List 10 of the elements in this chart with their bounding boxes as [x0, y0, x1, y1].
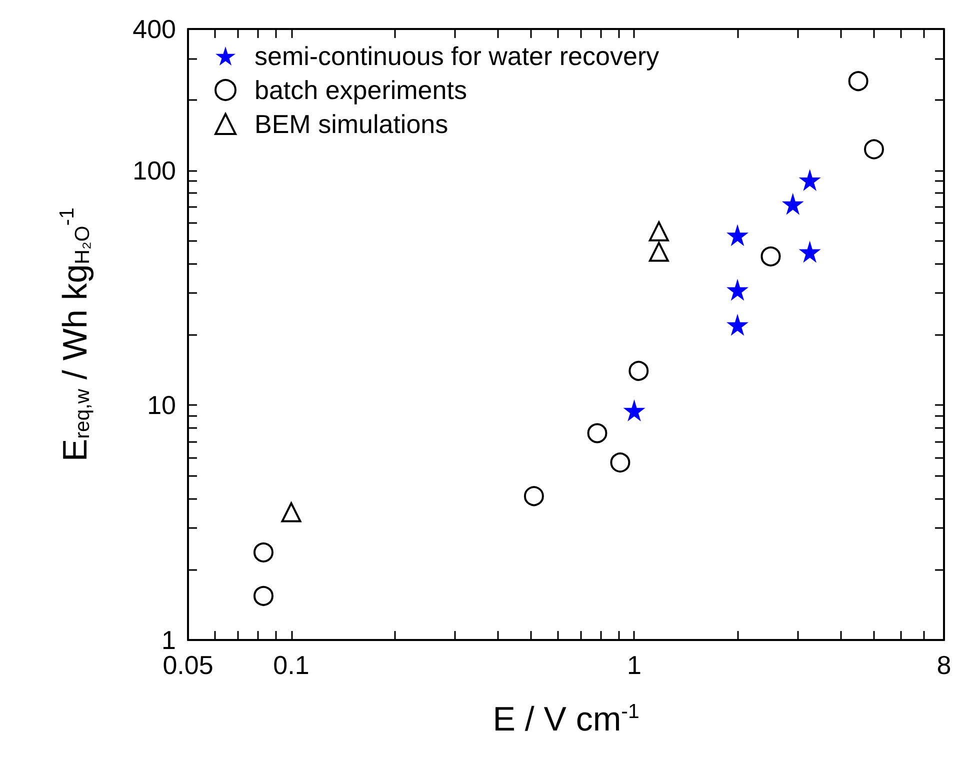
- y-tick-label: 100: [132, 155, 176, 186]
- y-tick-label: 10: [147, 390, 176, 420]
- x-tick-label: 0.1: [273, 650, 310, 680]
- legend-label: semi-continuous for water recovery: [254, 41, 660, 71]
- legend-label: BEM simulations: [254, 109, 448, 139]
- legend-label: batch experiments: [254, 75, 467, 105]
- y-tick-label: 400: [132, 14, 176, 44]
- y-axis-title: Ereq,w / Wh kgH₂O-1: [56, 208, 94, 462]
- x-tick-label: 8: [936, 650, 952, 680]
- x-tick-label: 1: [627, 650, 642, 680]
